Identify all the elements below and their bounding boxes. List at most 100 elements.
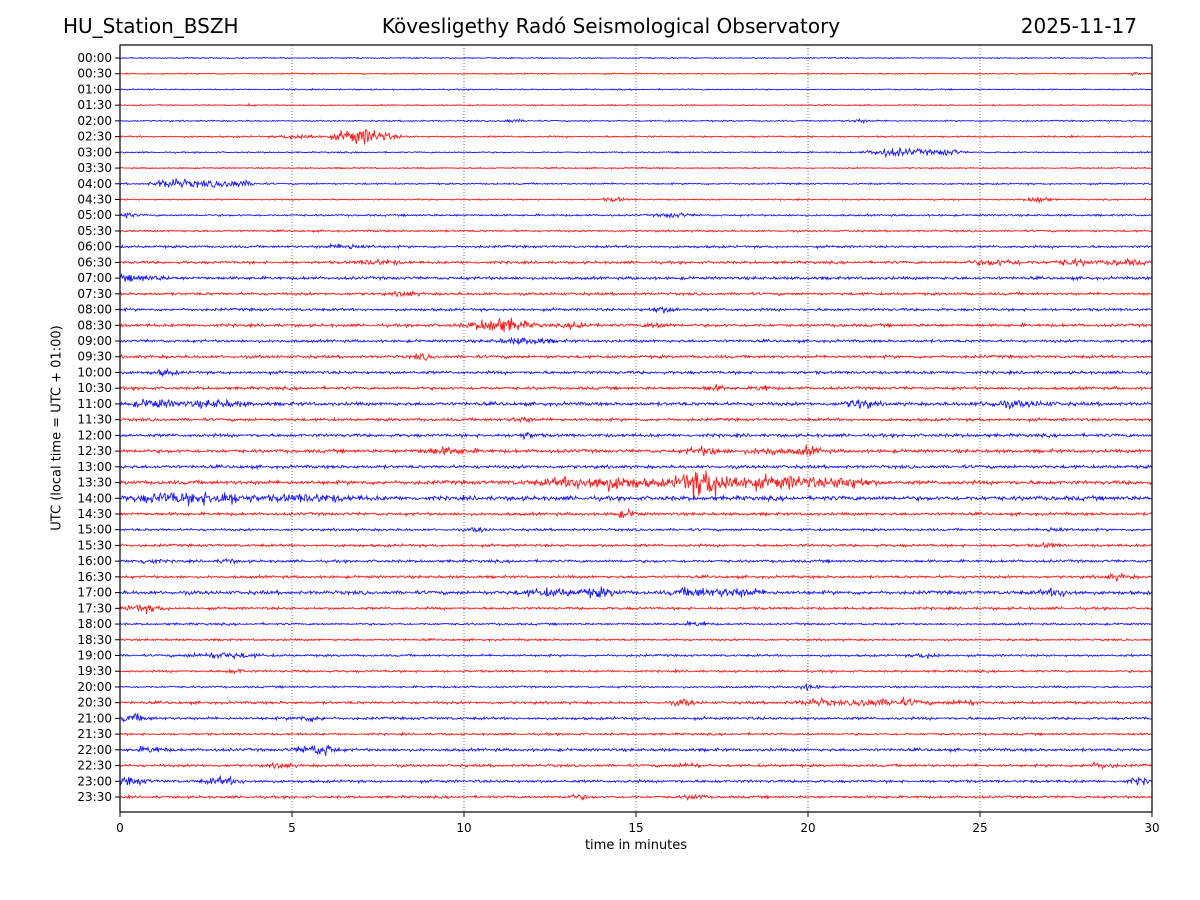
y-tick-label: 12:30	[77, 444, 112, 458]
trace-0400	[119, 178, 1153, 189]
trace-0100	[119, 87, 1153, 91]
y-tick-label: 04:30	[77, 193, 112, 207]
trace-0630	[119, 257, 1153, 268]
y-tick-label: 19:30	[77, 664, 112, 678]
x-axis-label: time in minutes	[584, 838, 688, 853]
y-tick-label: 11:00	[77, 397, 112, 411]
y-tick-label: 14:00	[77, 491, 112, 505]
trace-1200	[119, 431, 1153, 441]
trace-0300	[119, 147, 1153, 159]
y-tick-label: 00:30	[77, 67, 112, 81]
trace-1600	[119, 557, 1153, 565]
trace-0700	[119, 272, 1153, 282]
y-tick-label: 20:00	[77, 680, 112, 694]
y-tick-label: 22:30	[77, 759, 112, 773]
trace-0600	[119, 242, 1153, 250]
y-tick-label: 05:30	[77, 224, 112, 238]
y-tick-label: 11:30	[77, 413, 112, 427]
x-tick-label: 30	[1144, 821, 1159, 835]
axes-frame	[119, 44, 1153, 813]
y-tick-label: 03:30	[77, 161, 112, 175]
trace-2130	[119, 731, 1153, 737]
y-tick-label: 23:00	[77, 774, 112, 788]
trace-0000	[119, 56, 1153, 60]
y-tick-label: 09:00	[77, 334, 112, 348]
y-tick-label: 17:00	[77, 586, 112, 600]
trace-0930	[119, 352, 1153, 361]
x-axis-ticks: 0 5 10 15 20 25 30	[116, 812, 1160, 835]
y-tick-label: 21:30	[77, 727, 112, 741]
trace-1300	[119, 463, 1153, 471]
trace-1830	[119, 637, 1153, 643]
trace-1030	[119, 384, 1153, 392]
y-tick-label: 06:30	[77, 255, 112, 269]
station-name: HU_Station_BSZH	[63, 14, 239, 38]
y-tick-label: 07:30	[77, 287, 112, 301]
y-tick-label: 19:00	[77, 648, 112, 662]
y-tick-label: 02:00	[77, 114, 112, 128]
trace-0200	[119, 117, 1153, 125]
y-tick-label: 20:30	[77, 696, 112, 710]
y-tick-label: 21:00	[77, 711, 112, 725]
trace-1700	[119, 586, 1153, 599]
trace-0730	[119, 289, 1153, 298]
x-tick-label: 15	[628, 821, 643, 835]
trace-1630	[120, 571, 1153, 583]
y-tick-label: 14:30	[77, 507, 112, 521]
y-tick-label: 10:30	[77, 381, 112, 395]
x-tick-label: 0	[116, 821, 124, 835]
y-tick-label: 09:30	[77, 350, 112, 364]
trace-1000	[119, 367, 1152, 378]
trace-0130	[119, 102, 1153, 108]
y-tick-label: 15:30	[77, 538, 112, 552]
y-tick-label: 10:00	[77, 365, 112, 379]
y-tick-label: 23:30	[77, 790, 112, 804]
trace-0530	[119, 228, 1153, 234]
grid-lines	[291, 45, 981, 812]
trace-1530	[119, 541, 1153, 549]
y-tick-label: 04:00	[77, 177, 112, 191]
trace-0230	[119, 128, 1153, 145]
trace-1430	[119, 508, 1153, 519]
y-tick-label: 01:00	[77, 82, 112, 96]
trace-2100	[119, 712, 1153, 723]
x-tick-label: 5	[288, 821, 296, 835]
trace-1730	[119, 603, 1153, 615]
trace-2000	[119, 682, 1153, 691]
y-tick-label: 05:00	[77, 208, 112, 222]
y-tick-label: 08:30	[77, 318, 112, 332]
trace-0500	[119, 212, 1153, 220]
trace-1900	[119, 651, 1153, 660]
trace-1130	[119, 416, 1153, 424]
trace-0800	[119, 306, 1153, 314]
trace-0030	[119, 71, 1153, 77]
chart-date: 2025-11-17	[1020, 14, 1137, 38]
trace-0330	[119, 166, 1153, 170]
trace-2200	[119, 744, 1153, 756]
trace-1230	[119, 444, 1153, 457]
y-tick-label: 18:30	[77, 633, 112, 647]
y-tick-label: 00:00	[77, 51, 112, 65]
y-tick-label: 22:00	[77, 743, 112, 757]
y-tick-label: 16:30	[77, 570, 112, 584]
y-tick-label: 07:00	[77, 271, 112, 285]
y-tick-label: 08:00	[77, 303, 112, 317]
trace-1100	[119, 398, 1153, 410]
y-tick-label: 02:30	[77, 130, 112, 144]
y-tick-label: 15:00	[77, 523, 112, 537]
x-tick-label: 10	[456, 821, 471, 835]
trace-2300	[119, 774, 1153, 787]
trace-2230	[119, 761, 1153, 771]
y-tick-label: 12:00	[77, 428, 112, 442]
y-tick-label: 01:30	[77, 98, 112, 112]
trace-1400	[119, 491, 1153, 507]
trace-0830	[119, 317, 1153, 333]
trace-0430	[119, 196, 1153, 205]
y-tick-label: 17:30	[77, 601, 112, 615]
trace-1930	[119, 667, 1153, 675]
y-tick-label: 13:00	[77, 460, 112, 474]
trace-1800	[119, 620, 1153, 627]
y-tick-label: 03:00	[77, 145, 112, 159]
